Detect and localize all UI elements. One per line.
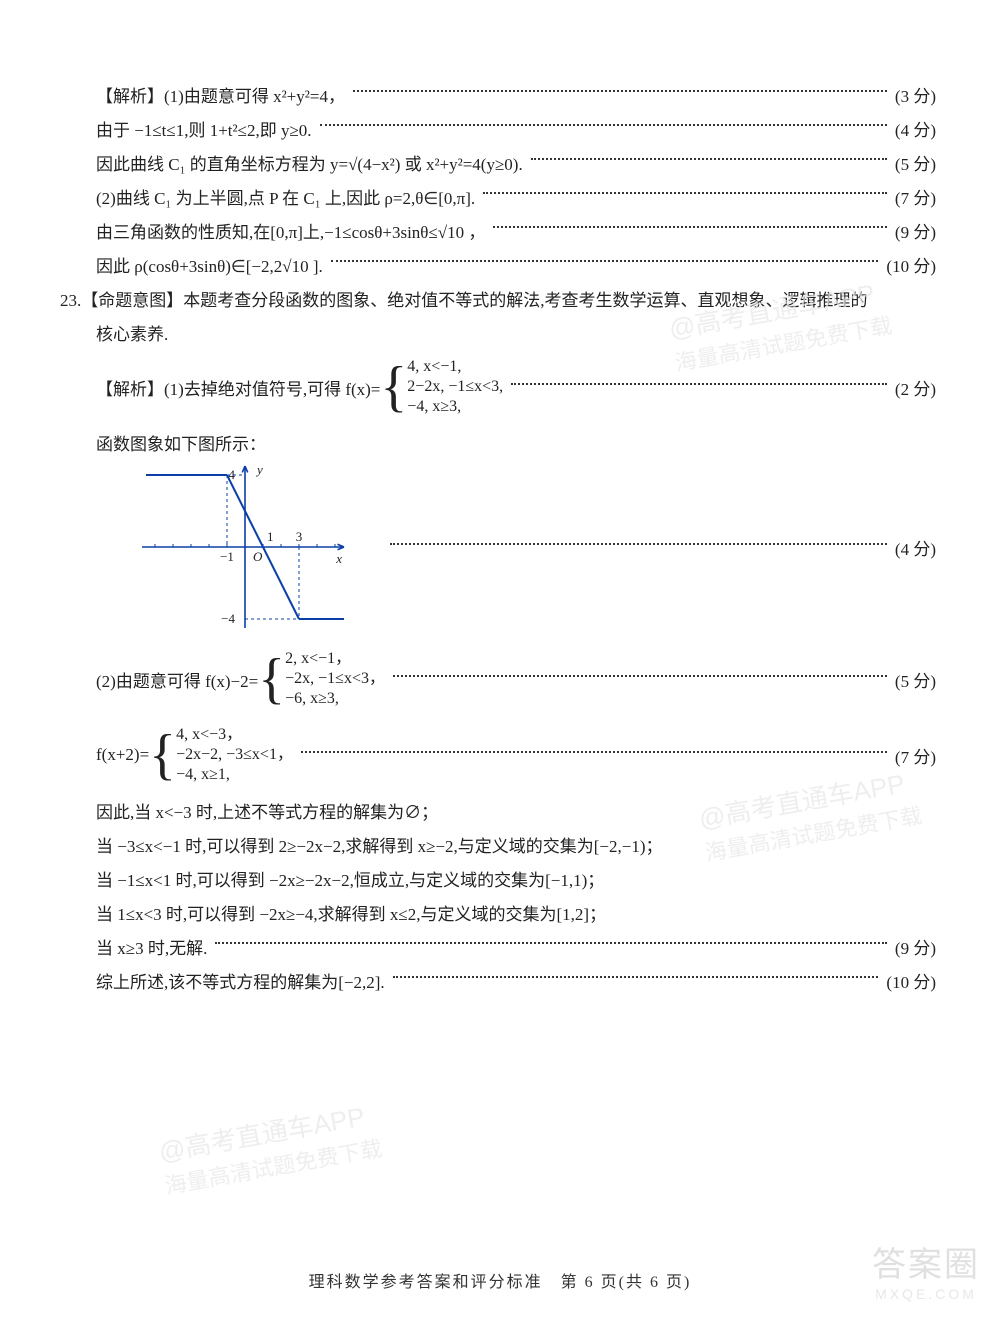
text: 因此 ρ(cosθ+3sinθ)∈[−2,2√10 ].: [96, 252, 323, 277]
case-row: −4, x≥1,: [176, 765, 293, 785]
solution-line: 当 x≥3 时,无解. (9 分): [60, 932, 940, 960]
case-row: 4, x<−1,: [407, 357, 503, 377]
dot-leader: [301, 751, 887, 753]
text: 当 1≤x<3 时,可以得到 −2x≥−4,求解得到 x≤2,与定义域的交集为[…: [96, 900, 606, 925]
case-row: 4, x<−3，: [176, 725, 293, 745]
piecewise-line: (2)由题意可得 f(x)−2= { 2, x<−1， −2x, −1≤x<3，…: [60, 644, 940, 714]
dot-leader: [215, 942, 887, 944]
text: 当 −3≤x<−1 时,可以得到 2≥−2x−2,求解得到 x≥−2,与定义域的…: [96, 832, 663, 857]
piecewise-chart: −44−113Oxy: [140, 462, 350, 632]
score: (9 分): [895, 218, 940, 243]
score: (10 分): [886, 968, 940, 993]
score: (9 分): [895, 934, 940, 959]
dot-leader: [320, 124, 887, 126]
q23-intent-line2: 核心素养.: [60, 318, 940, 346]
piecewise-line: 【解析】(1)去掉绝对值符号,可得 f(x)= { 4, x<−1, 2−2x,…: [60, 352, 940, 422]
dot-leader: [483, 192, 887, 194]
text: 综上所述,该不等式方程的解集为[−2,2].: [96, 968, 385, 993]
dot-leader: [511, 383, 887, 385]
svg-text:1: 1: [267, 529, 274, 544]
text: f(x+2)=: [96, 745, 149, 765]
page-content: 【解析】(1)由题意可得 x²+y²=4， (3 分) 由于 −1≤t≤1,则 …: [60, 80, 940, 994]
text: 核心素养.: [96, 320, 168, 345]
q23-intent-line1: 23.【命题意图】本题考查分段函数的图象、绝对值不等式的解法,考查考生数学运算、…: [60, 284, 940, 312]
score: (4 分): [895, 535, 940, 560]
solution-line: 当 −1≤x<1 时,可以得到 −2x≥−2x−2,恒成立,与定义域的交集为[−…: [60, 864, 940, 892]
text: 当 −1≤x<1 时,可以得到 −2x≥−2x−2,恒成立,与定义域的交集为[−…: [96, 866, 604, 891]
chart-row: −44−113Oxy (4 分): [140, 462, 940, 632]
text: (2)曲线 C₁ 为上半圆,点 P 在 C₁ 上,因此 ρ=2,θ∈[0,π].: [96, 184, 475, 209]
solution-line: 当 −3≤x<−1 时,可以得到 2≥−2x−2,求解得到 x≥−2,与定义域的…: [60, 830, 940, 858]
score: (2 分): [895, 375, 940, 400]
case-row: 2, x<−1，: [285, 649, 385, 669]
cases-body: 4, x<−3， −2x−2, −3≤x<1， −4, x≥1,: [176, 725, 293, 785]
cases-body: 2, x<−1， −2x, −1≤x<3， −6, x≥3,: [285, 649, 385, 709]
left-brace-icon: {: [380, 365, 407, 410]
text: 【解析】(1)由题意可得 x²+y²=4，: [96, 82, 345, 107]
graph-caption: 函数图象如下图所示：: [60, 428, 940, 456]
wm-text: @高考直通车APP: [157, 1101, 367, 1167]
page-footer: 理科数学参考答案和评分标准 第 6 页(共 6 页): [0, 1268, 1000, 1292]
svg-text:x: x: [335, 551, 342, 566]
score: (7 分): [895, 743, 940, 768]
corner-watermark: 答案圈 MXQE.COM: [872, 1237, 980, 1302]
score: (4 分): [895, 116, 940, 141]
text: 由三角函数的性质知,在[0,π]上,−1≤cosθ+3sinθ≤√10 ，: [96, 218, 485, 243]
solution-line: 【解析】(1)由题意可得 x²+y²=4， (3 分): [60, 80, 940, 108]
dot-leader: [393, 976, 879, 978]
diag-watermark: @高考直通车APP 海量高清试题免费下载: [156, 1094, 385, 1200]
left-brace-icon: {: [149, 733, 176, 778]
case-row: −2x−2, −3≤x<1，: [176, 745, 293, 765]
svg-text:−4: −4: [221, 611, 235, 626]
wm-main: 答案圈: [872, 1246, 980, 1284]
svg-text:3: 3: [296, 529, 303, 544]
left-brace-icon: {: [258, 657, 285, 702]
dot-leader: [531, 158, 887, 160]
piecewise-line: f(x+2)= { 4, x<−3， −2x−2, −3≤x<1， −4, x≥…: [60, 720, 940, 790]
text: 【解析】(1)去掉绝对值符号,可得 f(x)=: [96, 375, 380, 400]
cases-brace: { 4, x<−3， −2x−2, −3≤x<1， −4, x≥1,: [149, 725, 293, 785]
solution-line: 因此,当 x<−3 时,上述不等式方程的解集为∅；: [60, 796, 940, 824]
score: (5 分): [895, 667, 940, 692]
cases-brace: { 4, x<−1, 2−2x, −1≤x<3, −4, x≥3,: [380, 357, 503, 417]
text: 因此,当 x<−3 时,上述不等式方程的解集为∅；: [96, 798, 438, 823]
dot-leader: [353, 90, 887, 92]
dot-leader: [390, 543, 887, 545]
cases-brace: { 2, x<−1， −2x, −1≤x<3， −6, x≥3,: [258, 649, 385, 709]
solution-line: 当 1≤x<3 时,可以得到 −2x≥−4,求解得到 x≤2,与定义域的交集为[…: [60, 898, 940, 926]
dot-leader: [331, 260, 879, 262]
solution-line: 综上所述,该不等式方程的解集为[−2,2]. (10 分): [60, 966, 940, 994]
case-row: −4, x≥3,: [407, 397, 503, 417]
text: 23.【命题意图】本题考查分段函数的图象、绝对值不等式的解法,考查考生数学运算、…: [60, 286, 868, 311]
solution-line: 因此 ρ(cosθ+3sinθ)∈[−2,2√10 ]. (10 分): [60, 250, 940, 278]
svg-text:y: y: [255, 462, 263, 477]
text: 由于 −1≤t≤1,则 1+t²≤2,即 y≥0.: [96, 116, 312, 141]
cases-body: 4, x<−1, 2−2x, −1≤x<3, −4, x≥3,: [407, 357, 503, 417]
score: (3 分): [895, 82, 940, 107]
score: (10 分): [886, 252, 940, 277]
text: 因此曲线 C₁ 的直角坐标方程为 y=√(4−x²) 或 x²+y²=4(y≥0…: [96, 150, 523, 175]
text: (2)由题意可得 f(x)−2=: [96, 667, 258, 692]
svg-text:O: O: [253, 549, 263, 564]
score: (7 分): [895, 184, 940, 209]
solution-line: (2)曲线 C₁ 为上半圆,点 P 在 C₁ 上,因此 ρ=2,θ∈[0,π].…: [60, 182, 940, 210]
solution-line: 由三角函数的性质知,在[0,π]上,−1≤cosθ+3sinθ≤√10 ， (9…: [60, 216, 940, 244]
wm-text: 海量高清试题免费下载: [163, 1136, 384, 1199]
dot-leader: [493, 226, 887, 228]
text: 当 x≥3 时,无解.: [96, 934, 207, 959]
text: 函数图象如下图所示：: [96, 430, 266, 455]
dot-leader: [393, 675, 887, 677]
score: (5 分): [895, 150, 940, 175]
footer-text: 理科数学参考答案和评分标准 第 6 页(共 6 页): [309, 1274, 692, 1291]
wm-sub: MXQE.COM: [872, 1286, 980, 1302]
case-row: 2−2x, −1≤x<3,: [407, 377, 503, 397]
solution-line: 由于 −1≤t≤1,则 1+t²≤2,即 y≥0. (4 分): [60, 114, 940, 142]
svg-text:−1: −1: [220, 549, 234, 564]
solution-line: 因此曲线 C₁ 的直角坐标方程为 y=√(4−x²) 或 x²+y²=4(y≥0…: [60, 148, 940, 176]
case-row: −2x, −1≤x<3，: [285, 669, 385, 689]
case-row: −6, x≥3,: [285, 689, 385, 709]
